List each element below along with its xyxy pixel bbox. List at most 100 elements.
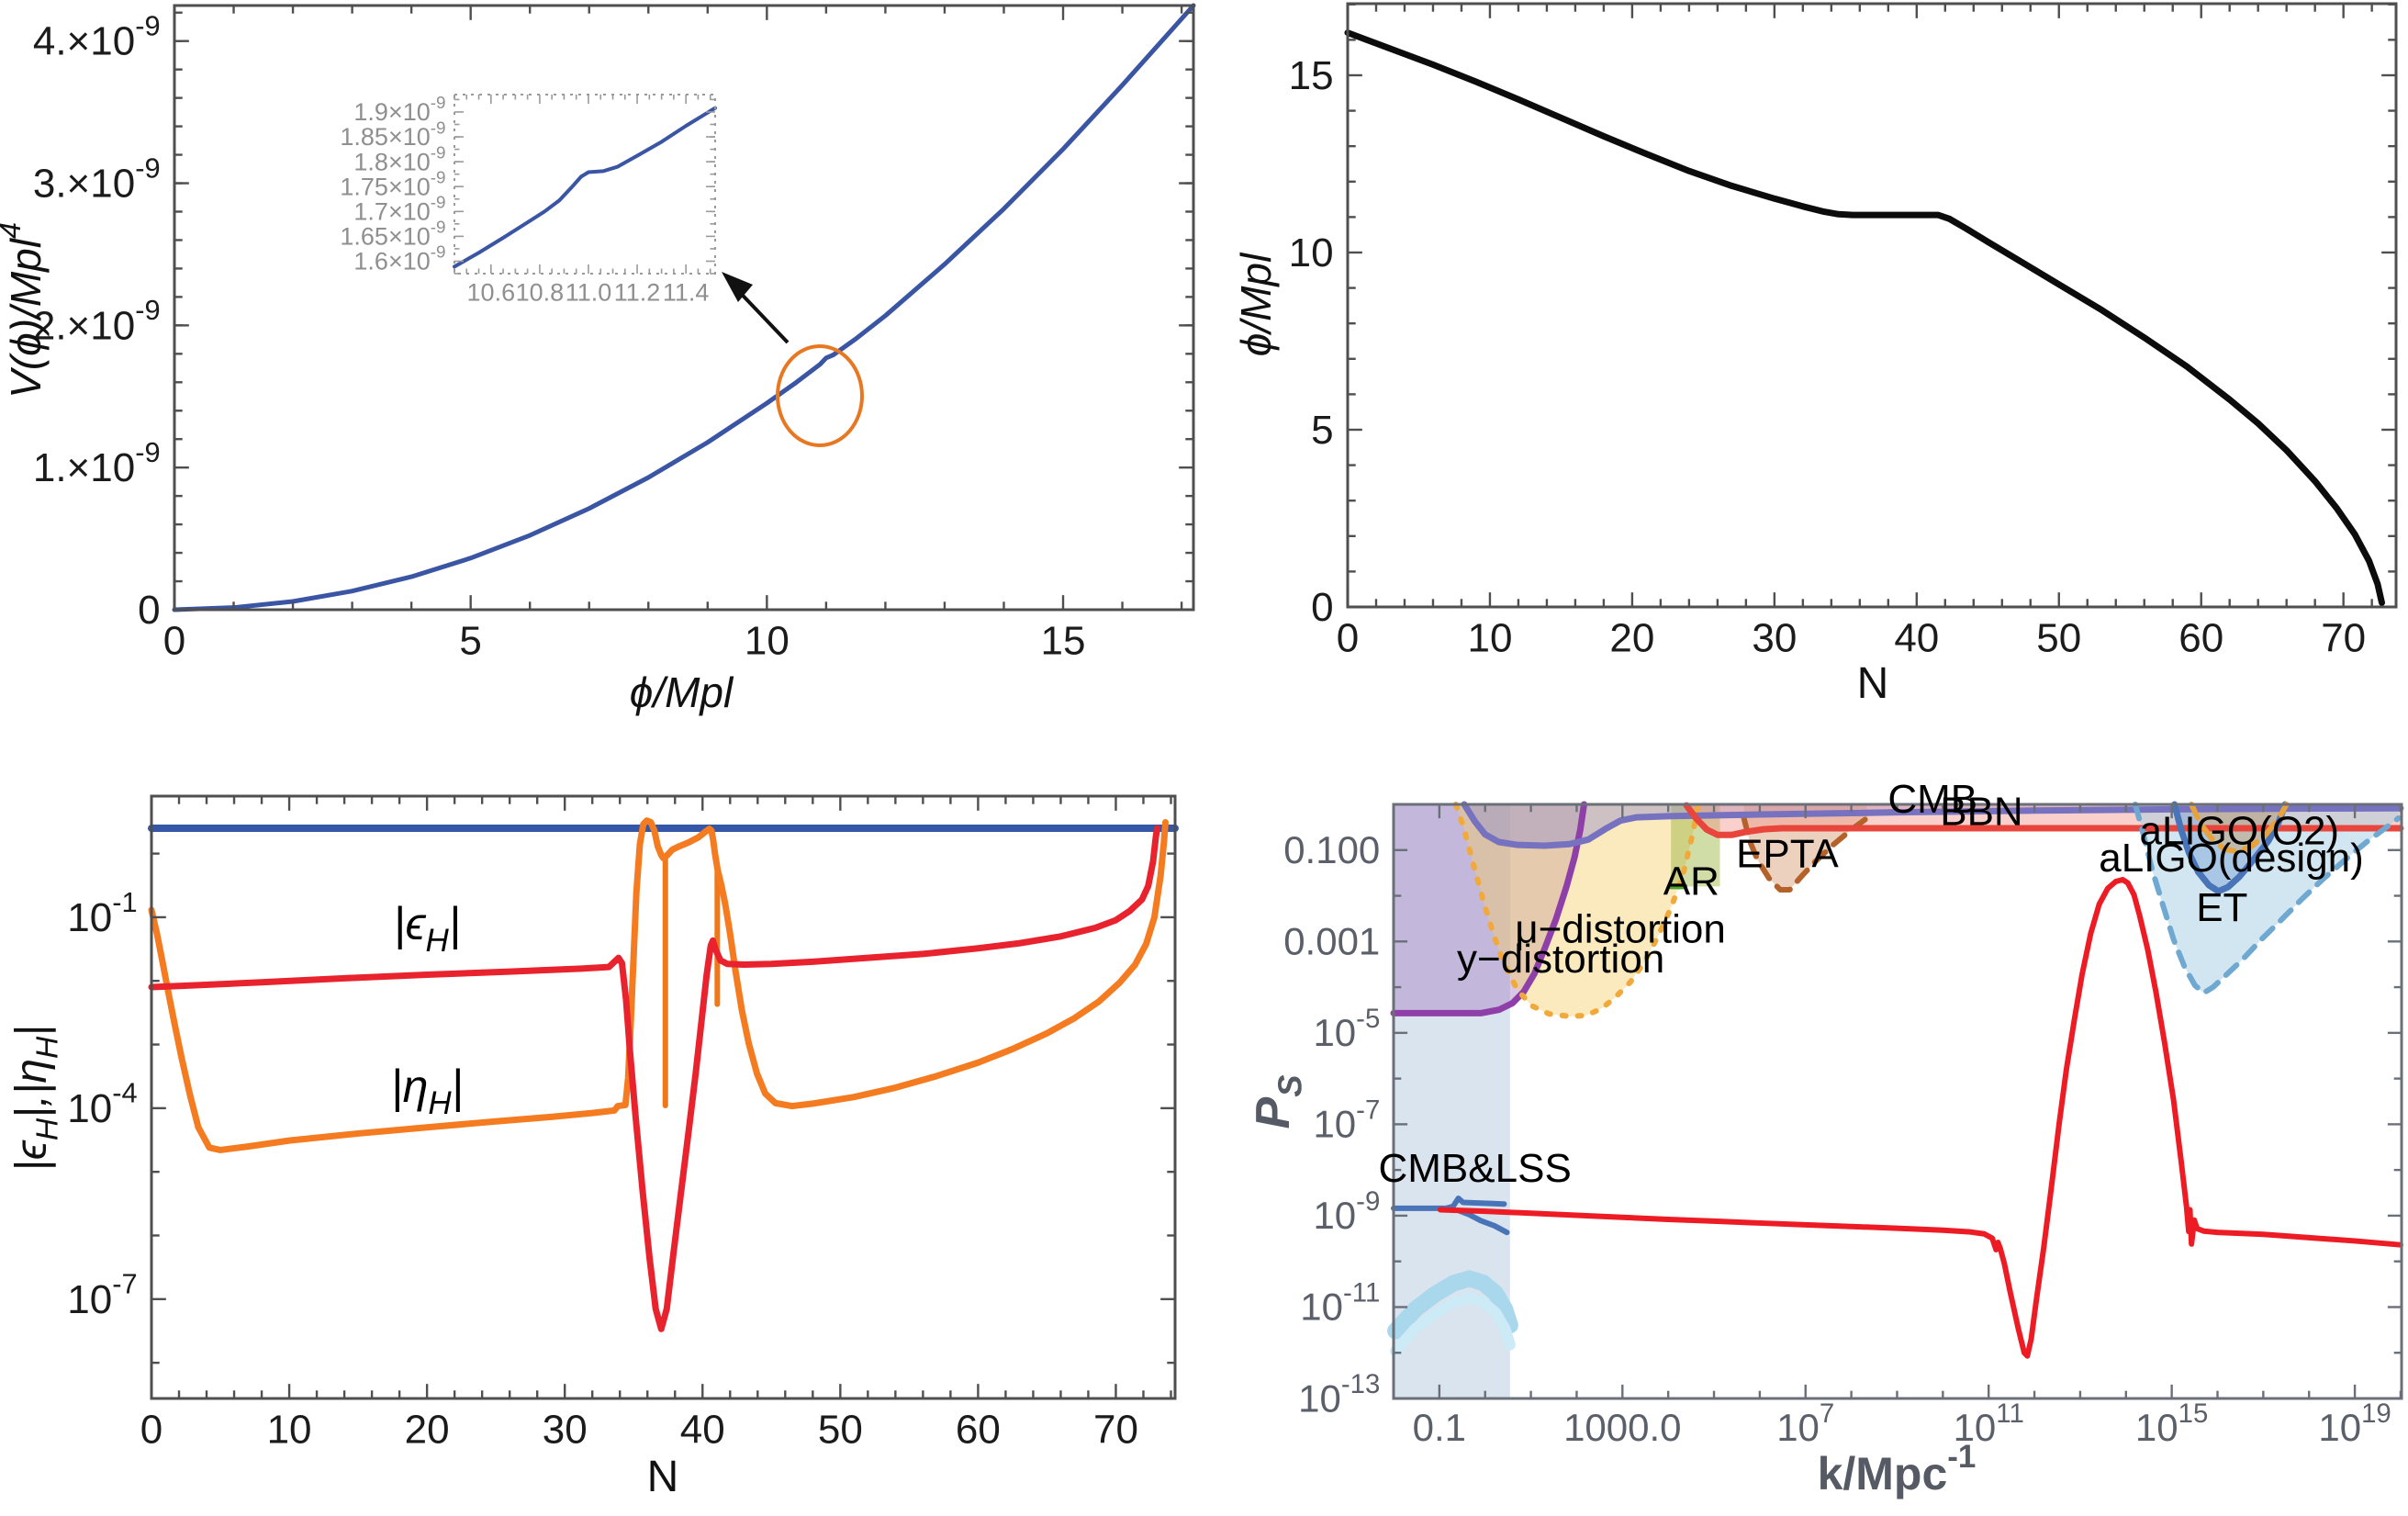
x-tick-label: 0 <box>163 618 185 663</box>
x-tick-label: 10 <box>267 1407 312 1452</box>
et-label: ET <box>2196 885 2247 930</box>
cmblss-label: CMB&LSS <box>1379 1146 1572 1191</box>
x-tick-label: 11.4 <box>663 279 710 307</box>
y-tick-label: 1.×10-9 <box>33 436 161 490</box>
slow-roll-panel-series <box>148 817 1179 1332</box>
mu-distortion-label: μ−distortion <box>1515 906 1726 951</box>
field-evolution-panel-frame-rect <box>1346 2 2398 609</box>
potential-panel-frame-rect <box>173 4 1195 612</box>
mu-distortion-region <box>1455 804 1699 1016</box>
slow-roll-panel: 0 10 20 30 40 50 60 70 10-1 10-4 10-7 |ϵH| |ηH| N |ϵH|… <box>7 794 1179 1501</box>
slow-roll-panel-x-axis-label: N <box>647 1453 679 1501</box>
x-tick-label: 5 <box>459 618 481 663</box>
cmb-line <box>1461 801 2404 849</box>
power-spectrum-panel-y-axis-label: PS <box>1247 1075 1309 1129</box>
y-tick-label: 5 <box>1311 408 1333 453</box>
x-tick-label: 60 <box>2178 615 2223 660</box>
x-tick-label: 10 <box>1467 615 1512 660</box>
power-spectrum-panel: 0.1 1000.0 107 1011 1015 1019 0.100 0.001 10-5 10… <box>1247 777 2404 1499</box>
power-spectrum-panel-x-axis-label: k/Mpc-1 <box>1818 1439 1977 1499</box>
epsilon-label: |ϵH| <box>393 898 460 959</box>
cmblss-arc-inner <box>1390 1292 1516 1357</box>
potential-inset-frame-rect <box>454 94 716 275</box>
slow-roll-panel-frame: 0 10 20 30 40 50 60 70 10-1 10-4 10-7 <box>67 794 1177 1452</box>
y-tick-label: 0 <box>1311 585 1333 630</box>
y-distortion-line <box>1390 801 1587 1016</box>
x-tick-label: 1000.0 <box>1563 1406 1681 1449</box>
aligo-design-line <box>2171 801 2289 895</box>
y-tick-label: 3.×10-9 <box>33 152 161 206</box>
x-tick-label: 40 <box>680 1407 725 1452</box>
y-tick-label: 0.001 <box>1283 920 1380 963</box>
epsilon-H-curve <box>148 825 1160 1332</box>
eta-H-curve <box>148 817 1169 1153</box>
x-tick-label: 1019 <box>2318 1398 2391 1449</box>
power-spectrum-panel-regions <box>1394 804 2401 1398</box>
x-tick-label: 1015 <box>2135 1398 2208 1449</box>
cmblss-arc-outer <box>1387 1270 1518 1340</box>
y-tick-label: 10-4 <box>67 1077 137 1131</box>
y-tick-label: 1.85×10-9 <box>340 118 445 151</box>
epta-line <box>1741 814 1870 893</box>
phi-of-N-curve <box>1344 29 2385 606</box>
y-distortion-label: y−distortion <box>1457 937 1664 982</box>
potential-panel-series <box>172 3 1196 612</box>
potential-panel-x-axis-label: ϕ/Mpl <box>630 668 734 716</box>
potential-panel-y-axis-label: V(ϕ)/Mpl4 <box>0 222 50 399</box>
mu-distortion-line <box>1452 802 1702 1019</box>
x-tick-label: 20 <box>1609 615 1654 660</box>
x-tick-label: 11.0 <box>566 279 612 307</box>
aligo-o2-line <box>2189 802 2290 855</box>
bbn-line <box>1683 802 2404 838</box>
field-evolution-panel-frame: 0 10 20 30 40 50 60 70 0 5 10 15 <box>1289 2 2398 660</box>
y-tick-label: 0 <box>138 588 160 633</box>
y-tick-label: 1.8×10-9 <box>353 143 445 175</box>
field-evolution-panel-x-axis-label: N <box>1857 659 1889 708</box>
ar-label: AR <box>1663 859 1719 904</box>
slow-roll-panel-y-axis-label: |ϵH|,|ηH| <box>7 1025 64 1172</box>
y-tick-label: 10-5 <box>1313 1004 1380 1054</box>
x-tick-label: 10.6 <box>467 279 516 307</box>
slow-roll-panel-frame-rect <box>150 794 1177 1400</box>
ar-region <box>1671 804 1720 887</box>
x-tick-label: 20 <box>405 1407 450 1452</box>
aligo-design-label: aLIGO(design) <box>2099 836 2364 881</box>
x-tick-label: 10 <box>745 618 790 663</box>
y-tick-label: 10-9 <box>1313 1186 1380 1237</box>
x-tick-label: 15 <box>1041 618 1086 663</box>
aligo-o2-label: aLIGO(O2) <box>2139 808 2339 853</box>
inset-curve <box>453 106 717 269</box>
potential-inset: 10.6 10.8 11.0 11.2 11.41.6×10-91.65×10-91.7… <box>340 94 717 307</box>
x-tick-label: 60 <box>956 1407 1001 1452</box>
potential-inset-frame: 10.6 10.8 11.0 11.2 11.41.6×10-91.65×10-91.7… <box>340 94 716 307</box>
x-tick-label: 11.2 <box>614 279 661 307</box>
y-tick-label: 10 <box>1289 230 1334 275</box>
field-evolution-panel: 0 10 20 30 40 50 60 70 0 5 10 15 Nϕ/Mpl <box>1232 2 2398 708</box>
bbn-label: BBN <box>1940 790 2022 835</box>
eta-label: |ηH| <box>391 1061 464 1121</box>
y-tick-label: 4.×10-9 <box>33 10 161 64</box>
x-tick-label: 107 <box>1776 1398 1834 1449</box>
x-tick-label: 1011 <box>1954 1398 2024 1449</box>
zoom-arrow-head <box>722 272 753 302</box>
y-tick-label: 15 <box>1289 53 1334 98</box>
field-evolution-panel-y-axis-label: ϕ/Mpl <box>1232 252 1280 356</box>
et-region <box>2134 804 2399 994</box>
power-spectrum-panel-series <box>1387 801 2404 1359</box>
y-tick-label: 1.75×10-9 <box>340 168 445 200</box>
y-tick-label: 2.×10-9 <box>33 294 161 348</box>
y-tick-label: 1.65×10-9 <box>340 219 445 251</box>
potential-curve <box>172 3 1196 612</box>
power-spectrum-panel-frame: 0.1 1000.0 107 1011 1015 1019 0.100 0.001 10-5 10… <box>1283 803 2403 1449</box>
x-tick-label: 50 <box>2036 615 2081 660</box>
y-tick-label: 0.100 <box>1283 828 1380 871</box>
x-tick-label: 0 <box>1337 615 1359 660</box>
y-tick-label: 10-1 <box>67 886 137 940</box>
x-tick-label: 30 <box>1752 615 1797 660</box>
potential-panel: 0 5 10 15 0 1.×10-9 2.×10-9 3.×10-9 4.×10-9 ϕ/Mpl… <box>0 3 1196 716</box>
y-tick-label: 10-7 <box>67 1268 137 1322</box>
power-spectrum-curve <box>1437 877 2403 1359</box>
cmb-label: CMB <box>1887 777 1977 822</box>
